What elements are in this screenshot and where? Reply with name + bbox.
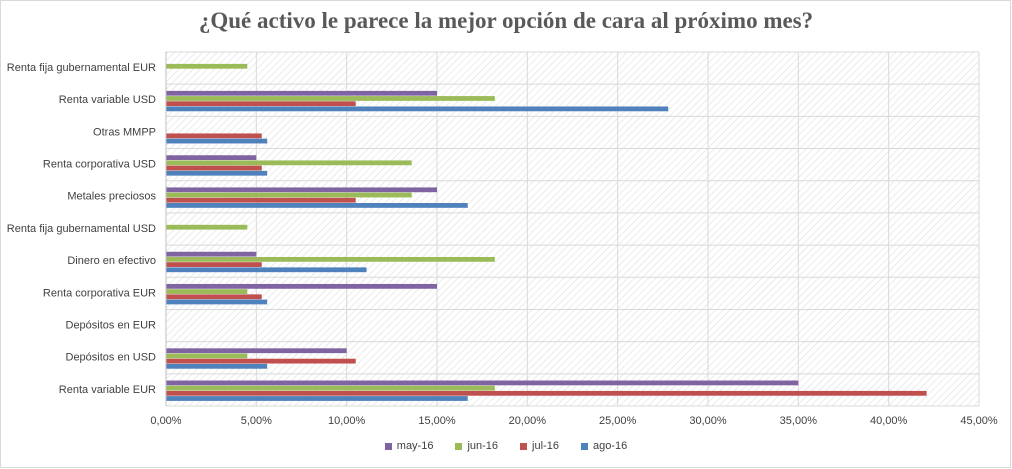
y-category-label: Dinero en efectivo	[67, 255, 156, 267]
bar-jul-16	[166, 133, 262, 139]
legend-label: may-16	[396, 440, 434, 452]
x-tick-label: 20,00%	[509, 415, 547, 427]
y-category-label: Otras MMPP	[93, 126, 156, 138]
x-tick-label: 25,00%	[599, 415, 637, 427]
y-category-label: Metales preciosos	[67, 191, 156, 203]
bar-may-16	[166, 187, 437, 193]
x-tick-label: 10,00%	[328, 415, 366, 427]
bar-ago-16	[166, 106, 669, 112]
bar-ago-16	[166, 138, 268, 144]
bar-ago-16	[166, 396, 468, 401]
legend-swatch	[580, 442, 588, 450]
legend-item-may-16: may-16	[384, 440, 434, 452]
bar-jul-16	[166, 358, 356, 364]
legend-label: jul-16	[532, 440, 559, 452]
bar-jul-16	[166, 262, 262, 267]
bar-jun-16	[166, 192, 412, 198]
bar-jun-16	[166, 256, 495, 262]
bar-jun-16	[166, 96, 495, 101]
x-tick-label: 35,00%	[780, 415, 818, 427]
legend-item-ago-16: ago-16	[580, 440, 628, 452]
x-tick-label: 0,00%	[150, 415, 181, 427]
legend-item-jul-16: jul-16	[520, 440, 559, 452]
bar-may-16	[166, 380, 799, 386]
bar-may-16	[166, 283, 437, 289]
bar-may-16	[166, 348, 347, 354]
legend-swatch	[455, 442, 463, 450]
bar-jul-16	[166, 197, 356, 203]
y-category-label: Renta corporativa EUR	[43, 287, 156, 299]
bar-ago-16	[166, 363, 268, 369]
bar-jun-16	[166, 160, 412, 166]
bar-ago-16	[166, 299, 268, 305]
legend-swatch	[384, 442, 392, 450]
legend-swatch	[520, 442, 528, 450]
bar-ago-16	[166, 170, 268, 176]
x-tick-label: 15,00%	[418, 415, 456, 427]
x-tick-label: 40,00%	[870, 415, 908, 427]
x-tick-label: 45,00%	[960, 415, 998, 427]
bar-may-16	[166, 251, 257, 257]
bar-jul-16	[166, 165, 262, 171]
y-category-label: Renta fija gubernamental USD	[7, 223, 156, 235]
bar-ago-16	[166, 267, 367, 273]
legend-label: jun-16	[467, 440, 499, 452]
x-tick-label: 5,00%	[241, 415, 272, 427]
chart-title: ¿Qué activo le parece la mejor opción de…	[198, 8, 814, 33]
y-category-label: Renta variable EUR	[59, 384, 156, 396]
y-category-label: Depósitos en USD	[66, 352, 157, 364]
bar-jul-16	[166, 101, 356, 107]
bar-jun-16	[166, 289, 248, 294]
legend-label: ago-16	[592, 440, 628, 452]
bar-may-16	[166, 155, 257, 161]
bar-jun-16	[166, 63, 248, 69]
bar-jul-16	[166, 294, 262, 300]
bar-may-16	[166, 90, 437, 96]
bar-jun-16	[166, 224, 248, 230]
x-tick-label: 30,00%	[689, 415, 727, 427]
bar-jun-16	[166, 385, 495, 391]
bar-ago-16	[166, 203, 468, 208]
bar-jul-16	[166, 390, 927, 396]
y-category-label: Renta variable USD	[59, 94, 156, 106]
chart-legend: may-16 jun-16 jul-16 ago-16	[0, 440, 1012, 452]
bar-jun-16	[166, 353, 248, 359]
y-category-label: Renta fija gubernamental EUR	[7, 62, 156, 74]
legend-item-jun-16: jun-16	[455, 440, 498, 452]
y-category-label: Renta corporativa USD	[43, 159, 156, 171]
y-category-label: Depósitos en EUR	[66, 319, 157, 331]
